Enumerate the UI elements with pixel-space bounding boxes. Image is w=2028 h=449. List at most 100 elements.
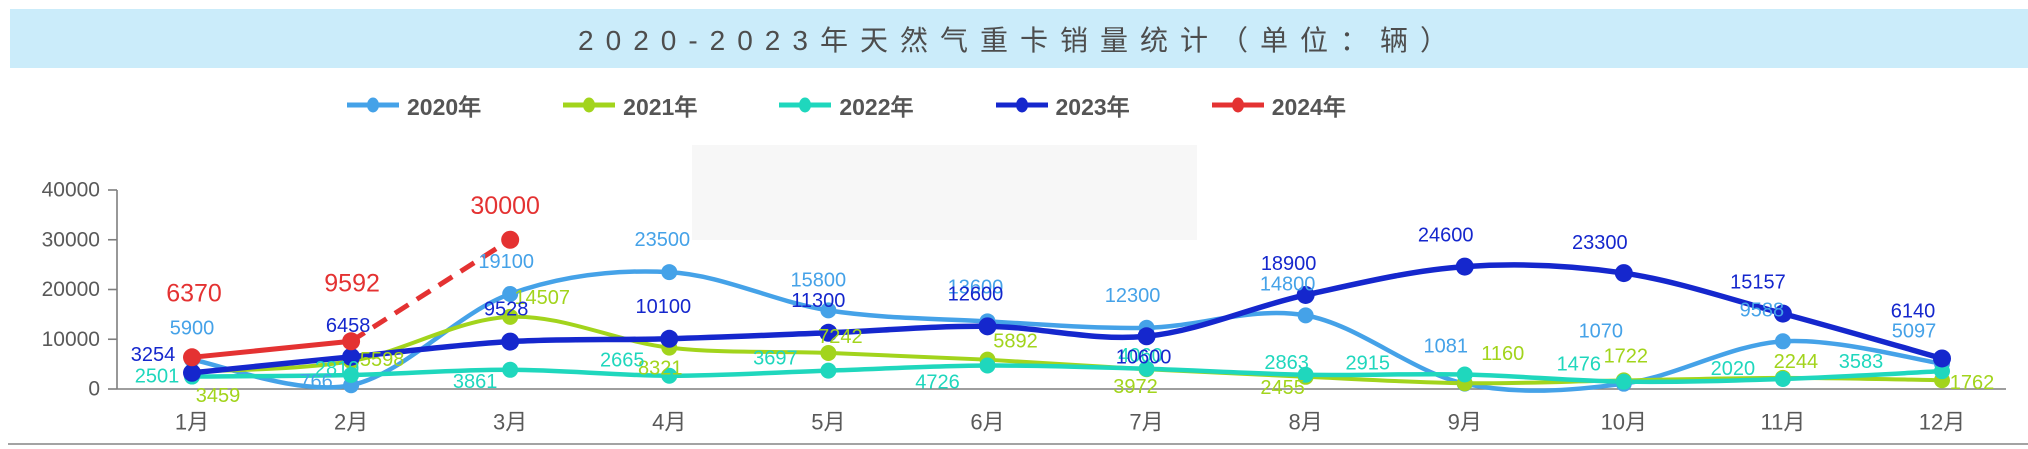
data-point <box>820 302 837 319</box>
data-label: 1476 <box>1557 354 1602 376</box>
line-segment <box>191 338 352 360</box>
legend-marker-dot <box>583 97 596 113</box>
data-label: 4060 <box>1118 345 1163 367</box>
title-banner: 2020-2023年天然气重卡销量统计（单位：辆） <box>10 9 2028 68</box>
x-tick-label: 2月 <box>334 410 368 435</box>
data-label: 12300 <box>1105 285 1161 307</box>
series-2021-labels: 3459 5598 14507 8321 7242 5892 3972 2455 1160 172… <box>196 287 1994 407</box>
series-2022-line <box>189 363 1945 385</box>
legend-label-2024: 2024年 <box>1271 94 1346 120</box>
data-point <box>342 332 361 351</box>
x-tick-label: 3月 <box>493 410 527 435</box>
data-point <box>502 285 519 302</box>
data-point <box>1138 360 1155 377</box>
data-label: 3972 <box>1113 376 1158 398</box>
data-label: 9528 <box>484 299 529 321</box>
data-point <box>183 363 201 382</box>
legend-item-2024[interactable]: 2024年 <box>1210 88 1346 122</box>
data-label: 5892 <box>993 331 1038 353</box>
x-tick-label: 9月 <box>1448 410 1482 435</box>
data-label: 1762 <box>1950 372 1995 394</box>
data-point <box>1296 285 1315 304</box>
x-tick-label: 7月 <box>1129 410 1163 435</box>
data-label: 9592 <box>324 269 380 297</box>
series-2024-line <box>191 237 512 360</box>
series-2024-points <box>183 230 520 367</box>
legend-2020-line-marker-icon <box>347 97 399 113</box>
data-label: 6140 <box>1891 300 1936 322</box>
data-label: 3861 <box>453 371 498 393</box>
bottom-divider <box>8 443 2028 445</box>
data-label: 11300 <box>791 290 845 312</box>
series-2023-labels: 3254 6458 9528 10100 11300 12600 10600 18900 246… <box>131 225 1935 369</box>
legend: 2020年 2021年 2022年 2023年 2024年 <box>345 88 1346 122</box>
data-point <box>661 367 678 384</box>
data-label: 23300 <box>1572 232 1628 254</box>
data-label: 766 <box>299 371 332 393</box>
x-tick-label: 12月 <box>1919 410 1965 435</box>
data-label: 5900 <box>170 318 215 340</box>
legend-marker-dot <box>799 97 812 113</box>
data-label: 2501 <box>135 366 180 388</box>
data-point <box>1774 333 1791 350</box>
data-point <box>820 344 837 361</box>
series-2023-line <box>189 262 1945 376</box>
data-label: 14507 <box>514 287 570 309</box>
data-label: 3583 <box>1839 351 1884 373</box>
legend-2021-line-marker-icon <box>563 97 616 113</box>
legend-item-2022[interactable]: 2022年 <box>777 88 914 122</box>
data-point <box>502 308 519 325</box>
legend-item-2020[interactable]: 2020年 <box>345 88 481 122</box>
x-tick-label: 10月 <box>1601 410 1647 435</box>
legend-item-2023[interactable]: 2023年 <box>994 88 1130 122</box>
data-point <box>819 323 838 342</box>
dashed-line-segment <box>349 237 512 344</box>
series-2024-labels: 6370 9592 30000 <box>166 192 540 308</box>
legend-label-2021: 2021年 <box>623 94 698 120</box>
series-2023-points <box>183 257 1951 382</box>
data-label: 1081 <box>1423 336 1468 358</box>
data-point <box>501 230 520 249</box>
data-point <box>660 329 679 348</box>
y-tick-label: 0 <box>88 378 100 401</box>
legend-marker-dot <box>367 97 379 113</box>
legend-item-2021[interactable]: 2021年 <box>561 88 697 122</box>
legend-2024-line-marker-icon <box>1211 97 1264 113</box>
data-point <box>1773 304 1792 323</box>
data-label: 2915 <box>1345 352 1390 374</box>
series-2022-points <box>184 357 1950 390</box>
x-tick-label: 8月 <box>1289 410 1323 435</box>
data-point <box>1615 373 1632 390</box>
data-label: 2244 <box>1774 351 1819 373</box>
data-point <box>820 362 837 379</box>
data-label: 23500 <box>634 229 690 251</box>
data-point <box>1933 363 1950 380</box>
data-label: 15800 <box>791 269 847 291</box>
data-label: 10600 <box>1116 346 1172 368</box>
data-point <box>1614 264 1633 283</box>
x-tick-label: 4月 <box>652 410 686 435</box>
data-label: 4726 <box>915 371 960 393</box>
data-point <box>502 361 519 378</box>
data-label: 1070 <box>1579 321 1624 343</box>
data-point <box>1297 366 1314 383</box>
data-label: 6370 <box>166 279 222 307</box>
data-point <box>1455 257 1474 276</box>
data-point <box>342 347 361 366</box>
legend-marker-dot <box>1231 97 1244 113</box>
data-point <box>1456 366 1473 383</box>
y-tick-label: 40000 <box>42 179 100 202</box>
chart-title: 2020-2023年天然气重卡销量统计（单位：辆） <box>578 24 1460 56</box>
x-tick-label: 11月 <box>1760 410 1805 435</box>
data-label: 13600 <box>948 276 1004 298</box>
data-label: 14800 <box>1260 273 1316 295</box>
data-label: 24600 <box>1418 225 1474 247</box>
y-tick-label: 20000 <box>42 278 100 301</box>
data-label: 18900 <box>1261 253 1317 275</box>
data-point <box>1774 370 1791 387</box>
data-label: 10100 <box>635 296 691 318</box>
data-label: 7242 <box>818 326 863 348</box>
y-tick-label: 30000 <box>42 228 100 251</box>
